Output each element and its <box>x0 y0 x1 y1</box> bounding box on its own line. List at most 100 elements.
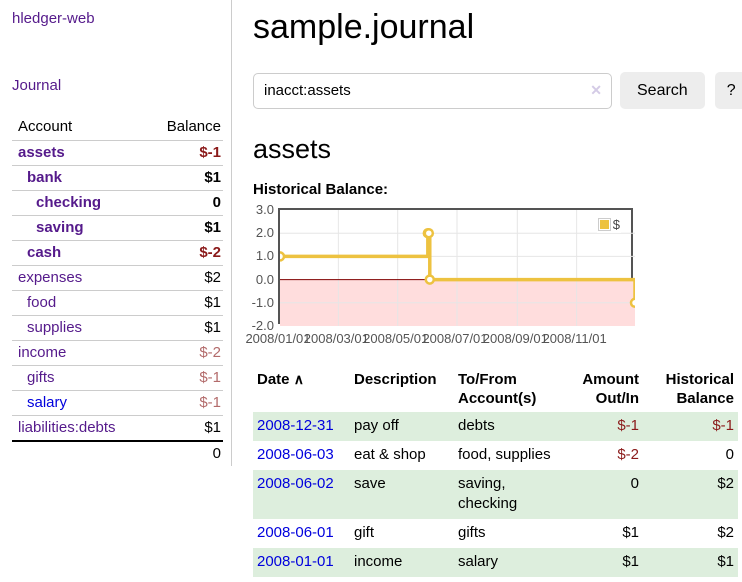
register-amount: $1 <box>622 553 639 570</box>
y-axis-tick-label: -2.0 <box>251 318 274 333</box>
register-balance: $1 <box>717 553 734 570</box>
register-balance: $-1 <box>712 417 734 434</box>
register-row: 2008-12-31 pay off debts $-1 $-1 <box>253 412 738 441</box>
account-balance: $1 <box>143 165 223 191</box>
register-description: gift <box>354 524 375 541</box>
account-balance: $1 <box>143 315 223 341</box>
account-row: assets $-1 <box>12 140 223 166</box>
account-row: liabilities:debts $1 <box>12 415 223 441</box>
account-title: assets <box>253 134 332 164</box>
account-row: checking 0 <box>12 190 223 216</box>
account-balance: $1 <box>143 290 223 316</box>
register-date-link[interactable]: 2008-06-02 <box>257 475 334 492</box>
register-date-link[interactable]: 2008-06-01 <box>257 524 334 541</box>
page-title: sample.journal <box>253 8 475 46</box>
y-axis-tick-label: 3.0 <box>255 202 274 217</box>
search-input[interactable] <box>253 72 612 109</box>
register-accounts: debts <box>458 417 495 434</box>
account-row: food $1 <box>12 290 223 316</box>
sidebar-item-journal[interactable]: Journal <box>12 77 62 94</box>
account-link[interactable]: saving <box>36 219 84 236</box>
account-row: gifts $-1 <box>12 365 223 391</box>
register-table: Date ∧ Description To/From Account(s) Am… <box>253 368 738 577</box>
register-accounts: saving, checking <box>458 475 518 512</box>
x-axis-tick-label: 2008/09/01 <box>482 331 548 346</box>
chart-legend: $ <box>596 216 621 233</box>
register-amount: $1 <box>622 524 639 541</box>
register-row: 2008-06-01 gift gifts $1 $2 <box>253 519 738 548</box>
y-axis-tick-label: 2.0 <box>255 225 274 241</box>
account-balance: $-2 <box>143 340 223 366</box>
register-amount: 0 <box>630 475 639 492</box>
register-balance: $2 <box>717 475 734 492</box>
account-row: expenses $2 <box>12 265 223 291</box>
accounts-total-value: 0 <box>143 440 223 466</box>
account-link[interactable]: salary <box>27 394 68 411</box>
account-balance: $-1 <box>143 140 223 166</box>
register-row: 2008-06-02 save saving, checking 0 $2 <box>253 470 738 519</box>
accounts-header-balance: Balance <box>166 118 221 135</box>
register-amount: $-2 <box>617 446 639 463</box>
register-header-date[interactable]: Date ∧ <box>257 371 304 388</box>
account-row: salary $-1 <box>12 390 223 416</box>
account-balance: $2 <box>143 265 223 291</box>
account-balance: 0 <box>143 190 223 216</box>
x-axis-tick-label: 2008/07/01 <box>422 331 488 346</box>
chart-title: Historical Balance: <box>253 181 389 198</box>
account-balance: $-1 <box>143 365 223 391</box>
legend-label: $ <box>612 217 620 232</box>
accounts-total-row: 0 <box>12 440 223 466</box>
search-form: ✕ Search ? <box>253 72 742 109</box>
account-link[interactable]: gifts <box>27 369 55 386</box>
x-axis-tick-label: 2008/05/01 <box>363 331 429 346</box>
account-link[interactable]: food <box>27 294 57 311</box>
register-date-link[interactable]: 2008-01-01 <box>257 553 334 570</box>
account-link[interactable]: bank <box>27 169 63 186</box>
account-link[interactable]: assets <box>18 144 65 161</box>
account-link[interactable]: cash <box>27 244 62 261</box>
account-row: saving $1 <box>12 215 223 241</box>
register-balance: 0 <box>725 446 734 463</box>
account-balance: $1 <box>143 415 223 441</box>
sidebar: hledger-web Journal Account Balance asse… <box>0 0 232 466</box>
account-link[interactable]: expenses <box>18 269 83 286</box>
register-accounts: gifts <box>458 524 486 541</box>
main-content: sample.journal ✕ Search ? assets Histori… <box>232 0 742 582</box>
register-date-link[interactable]: 2008-06-03 <box>257 446 334 463</box>
accounts-header-account: Account <box>18 118 73 135</box>
register-accounts: salary <box>458 553 499 570</box>
register-row: 2008-06-03 eat & shop food, supplies $-2 0 <box>253 441 738 470</box>
app-brand[interactable]: hledger-web <box>12 10 95 27</box>
register-header-amount: Amount Out/In <box>582 371 639 407</box>
register-header-tofrom: To/From Account(s) <box>458 371 537 407</box>
register-description: income <box>354 553 403 570</box>
account-row: supplies $1 <box>12 315 223 341</box>
register-date-link[interactable]: 2008-12-31 <box>257 417 334 434</box>
register-accounts: food, supplies <box>458 446 551 463</box>
y-axis-tick-label: 1.0 <box>255 248 274 264</box>
y-axis-tick-label: 0.0 <box>255 271 274 287</box>
register-balance: $2 <box>717 524 734 541</box>
accounts-table: Account Balance assets $-1 bank $1 checking 0… <box>12 114 223 466</box>
account-balance: $1 <box>143 215 223 241</box>
help-button[interactable]: ? <box>714 72 742 109</box>
account-row: bank $1 <box>12 165 223 191</box>
account-link[interactable]: checking <box>36 194 102 211</box>
search-button[interactable]: Search <box>620 72 705 109</box>
account-link[interactable]: supplies <box>27 319 83 336</box>
clear-search-icon[interactable]: ✕ <box>590 81 602 98</box>
account-balance: $-2 <box>143 240 223 266</box>
account-balance: $-1 <box>143 390 223 416</box>
account-link[interactable]: income <box>18 344 67 361</box>
register-amount: $-1 <box>617 417 639 434</box>
legend-swatch-icon <box>597 218 611 231</box>
chart-plot-area: $ <box>278 208 635 326</box>
account-row: cash $-2 <box>12 240 223 266</box>
historical-balance-chart: $ 3.0 2.0 1.0 0.0 -1.0 -2.0 2008/01/01 2008/03/… <box>245 203 742 350</box>
sort-ascending-icon: ∧ <box>293 371 304 387</box>
account-link[interactable]: liabilities:debts <box>18 419 116 436</box>
y-axis-tick-label: -1.0 <box>251 294 274 310</box>
register-row: 2008-01-01 income salary $1 $1 <box>253 548 738 577</box>
account-row: income $-2 <box>12 340 223 366</box>
